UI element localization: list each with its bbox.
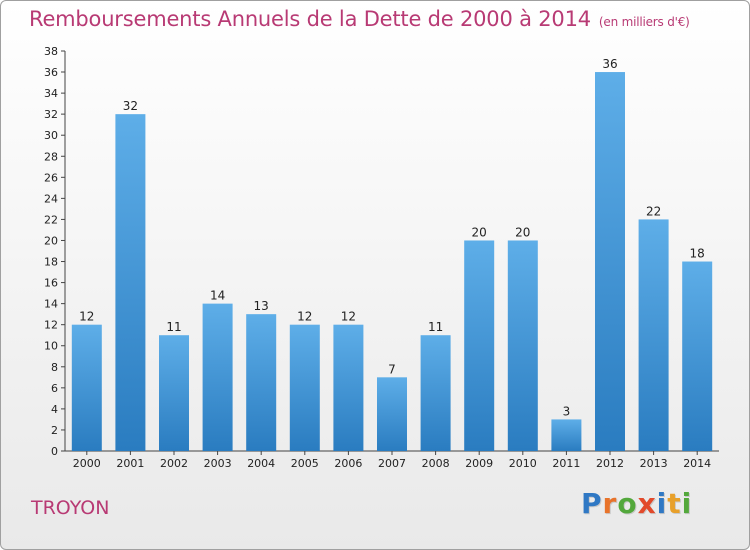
x-tick-label: 2005 <box>291 457 319 470</box>
y-tick-label: 38 <box>44 45 58 58</box>
y-tick-label: 28 <box>44 150 58 163</box>
x-tick-label: 2001 <box>116 457 144 470</box>
logo-letter: r <box>602 487 618 520</box>
logo-letter: i <box>656 487 668 520</box>
bar-value-label: 12 <box>79 310 94 324</box>
bar <box>333 324 364 451</box>
y-tick-label: 8 <box>51 361 58 374</box>
chart-title-text: Remboursements Annuels de la Dette de 20… <box>29 7 591 31</box>
bar <box>71 324 102 451</box>
bar <box>246 314 277 451</box>
bar <box>289 324 320 451</box>
y-tick-label: 6 <box>51 382 58 395</box>
bar-value-label: 20 <box>515 225 530 239</box>
x-tick-label: 2013 <box>640 457 668 470</box>
y-tick-label: 22 <box>44 213 58 226</box>
bar <box>464 240 495 451</box>
logo-letter: o <box>617 487 638 520</box>
bar-value-label: 7 <box>388 362 396 376</box>
x-tick-label: 2003 <box>204 457 232 470</box>
y-tick-label: 30 <box>44 129 58 142</box>
chart-labels: 12 32 11 14 13 12 12 7 11 20 20 3 36 22 18 <box>79 57 705 418</box>
bar-value-label: 3 <box>563 404 571 418</box>
y-tick-label: 24 <box>44 192 58 205</box>
x-tick-label: 2012 <box>596 457 624 470</box>
x-tick-label: 2011 <box>552 457 580 470</box>
y-tick-label: 34 <box>44 87 58 100</box>
logo-letter: t <box>667 487 682 520</box>
bar <box>682 261 713 451</box>
bar-value-label: 12 <box>341 310 356 324</box>
bar-value-label: 13 <box>254 299 269 313</box>
x-tick-label: 2002 <box>160 457 188 470</box>
x-tick-label: 2010 <box>509 457 537 470</box>
x-tick-label: 2007 <box>378 457 406 470</box>
y-tick-label: 20 <box>44 234 58 247</box>
y-tick-label: 16 <box>44 277 58 290</box>
y-tick-label: 10 <box>44 340 58 353</box>
logo-letter: P <box>581 487 603 520</box>
bar <box>551 419 582 451</box>
proxiti-logo: Proxiti <box>581 487 692 520</box>
y-tick-label: 36 <box>44 66 58 79</box>
bar-value-label: 22 <box>646 204 661 218</box>
bar <box>638 219 669 451</box>
y-tick-label: 4 <box>51 403 58 416</box>
y-tick-label: 18 <box>44 256 58 269</box>
y-tick-label: 12 <box>44 319 58 332</box>
y-tick-label: 2 <box>51 424 58 437</box>
y-tick-label: 26 <box>44 171 58 184</box>
y-tick-label: 14 <box>44 298 58 311</box>
y-tick-label: 0 <box>51 445 58 458</box>
bar <box>507 240 538 451</box>
bar-value-label: 36 <box>602 57 617 71</box>
bar-value-label: 11 <box>166 320 181 334</box>
logo-letter: x <box>637 487 657 520</box>
bar <box>420 335 451 451</box>
bar <box>595 72 625 451</box>
bar-value-label: 20 <box>472 225 487 239</box>
commune-name: TROYON <box>31 497 110 519</box>
bar <box>202 303 233 451</box>
x-tick-label: 2014 <box>683 457 711 470</box>
logo-letter: i <box>681 487 693 520</box>
bar-value-label: 18 <box>690 247 705 261</box>
bar-value-label: 11 <box>428 320 443 334</box>
bar <box>115 114 146 451</box>
x-tick-label: 2009 <box>465 457 493 470</box>
chart-subtitle: (en milliers d'€) <box>598 15 690 29</box>
bar-value-label: 14 <box>210 289 225 303</box>
x-tick-label: 2004 <box>247 457 275 470</box>
y-tick-label: 32 <box>44 108 58 121</box>
bar <box>159 335 189 451</box>
bar-value-label: 32 <box>123 99 138 113</box>
chart-bars <box>71 72 713 451</box>
chart-title: Remboursements Annuels de la Dette de 20… <box>29 7 690 31</box>
x-tick-label: 2008 <box>422 457 450 470</box>
x-tick-label: 2000 <box>73 457 101 470</box>
bar-value-label: 12 <box>297 310 312 324</box>
x-tick-label: 2006 <box>334 457 362 470</box>
bar <box>377 377 407 451</box>
